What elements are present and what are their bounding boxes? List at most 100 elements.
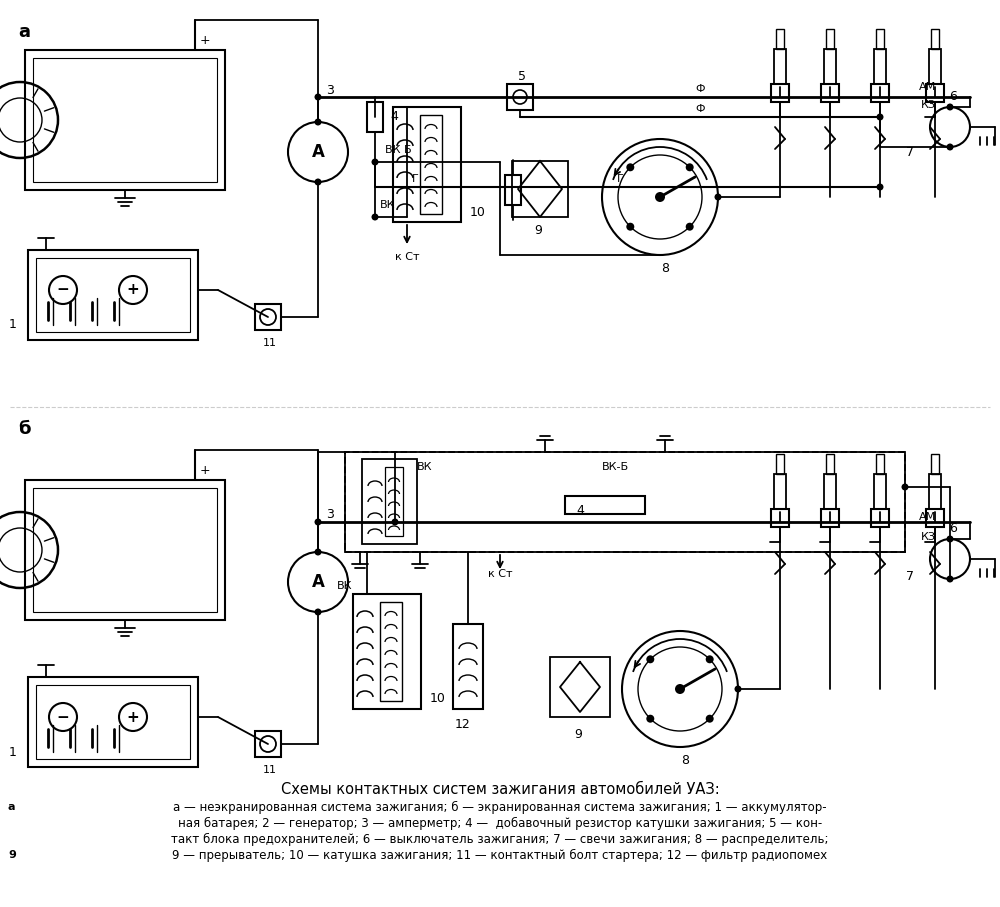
- Text: АМ: АМ: [919, 82, 937, 92]
- Circle shape: [626, 223, 634, 230]
- Bar: [345, 452, 905, 552]
- Text: 10: 10: [430, 693, 446, 706]
- Bar: [380, 602, 402, 701]
- Text: Г: Г: [412, 174, 418, 184]
- Text: ВК: ВК: [380, 200, 396, 210]
- Bar: [771, 84, 789, 102]
- Text: ВК Б: ВК Б: [385, 145, 412, 155]
- Text: 9: 9: [8, 850, 16, 860]
- Text: A: A: [312, 143, 324, 161]
- Bar: [876, 454, 884, 474]
- Text: 9 — прерыватель; 10 — катушка зажигания; 11 — контактный болт стартера; 12 — фил: 9 — прерыватель; 10 — катушка зажигания;…: [172, 848, 828, 862]
- Bar: [929, 474, 941, 509]
- Circle shape: [734, 686, 742, 693]
- Bar: [771, 509, 789, 527]
- Circle shape: [675, 684, 685, 694]
- Text: +: +: [200, 463, 211, 476]
- Bar: [926, 509, 944, 527]
- Bar: [28, 250, 198, 340]
- Text: к Ст: к Ст: [488, 569, 512, 579]
- Text: A: A: [312, 573, 324, 591]
- Bar: [367, 102, 383, 132]
- Bar: [507, 84, 533, 110]
- Text: ная батарея; 2 — генератор; 3 — амперметр; 4 —  добавочный резистор катушки зажи: ная батарея; 2 — генератор; 3 — ампермет…: [178, 816, 822, 830]
- Bar: [505, 175, 521, 205]
- Circle shape: [902, 483, 908, 491]
- Circle shape: [714, 193, 722, 200]
- Text: 7: 7: [906, 571, 914, 583]
- Bar: [774, 49, 786, 84]
- Text: 9: 9: [534, 225, 542, 238]
- Bar: [876, 29, 884, 49]
- Text: к Ст: к Ст: [395, 252, 419, 262]
- Circle shape: [876, 183, 884, 190]
- Text: −: −: [57, 709, 69, 725]
- Bar: [385, 467, 403, 536]
- Bar: [512, 161, 568, 217]
- Bar: [393, 107, 461, 222]
- Bar: [774, 474, 786, 509]
- Bar: [824, 49, 836, 84]
- Circle shape: [706, 655, 714, 663]
- Circle shape: [646, 655, 654, 663]
- Bar: [926, 84, 944, 102]
- Circle shape: [946, 535, 954, 542]
- Text: ВК: ВК: [337, 581, 353, 591]
- Circle shape: [372, 159, 378, 165]
- Circle shape: [686, 163, 694, 171]
- Text: 1: 1: [9, 318, 17, 331]
- Bar: [821, 84, 839, 102]
- Circle shape: [314, 519, 322, 525]
- Bar: [36, 258, 190, 332]
- Text: АМ: АМ: [919, 512, 937, 522]
- Text: Ф: Ф: [695, 104, 705, 114]
- Text: 12: 12: [455, 717, 471, 730]
- Bar: [874, 49, 886, 84]
- Bar: [826, 29, 834, 49]
- Bar: [33, 488, 217, 612]
- Text: а — неэкранированная система зажигания; б — экранированная система зажигания; 1 : а — неэкранированная система зажигания; …: [173, 801, 827, 814]
- Text: ВК-Б: ВК-Б: [601, 462, 629, 472]
- Circle shape: [946, 576, 954, 582]
- Bar: [453, 624, 483, 709]
- Text: б: б: [18, 420, 30, 438]
- Bar: [565, 496, 645, 514]
- Circle shape: [372, 213, 378, 220]
- Text: а: а: [8, 802, 16, 812]
- Text: 6: 6: [949, 522, 957, 535]
- Circle shape: [876, 113, 884, 121]
- Text: 4: 4: [390, 111, 398, 123]
- Text: +: +: [200, 34, 211, 46]
- Text: ВК: ВК: [417, 462, 433, 472]
- Bar: [824, 474, 836, 509]
- Bar: [776, 29, 784, 49]
- Text: 3: 3: [326, 83, 334, 96]
- Text: 9: 9: [574, 728, 582, 742]
- Bar: [25, 480, 225, 620]
- Text: 4: 4: [576, 503, 584, 516]
- Bar: [25, 50, 225, 190]
- Text: КЗ: КЗ: [920, 100, 936, 110]
- Bar: [871, 509, 889, 527]
- Text: КЗ: КЗ: [920, 532, 936, 542]
- Bar: [821, 509, 839, 527]
- Bar: [345, 452, 905, 552]
- Circle shape: [655, 192, 665, 202]
- Text: 6: 6: [949, 91, 957, 103]
- Circle shape: [314, 179, 322, 186]
- Bar: [362, 459, 417, 544]
- Text: 7: 7: [906, 145, 914, 159]
- Text: такт блока предохранителей; 6 — выключатель зажигания; 7 — свечи зажигания; 8 — : такт блока предохранителей; 6 — выключат…: [171, 833, 829, 845]
- Circle shape: [314, 93, 322, 101]
- Circle shape: [314, 119, 322, 125]
- Text: 1: 1: [9, 746, 17, 758]
- Text: −: −: [57, 282, 69, 297]
- Circle shape: [646, 715, 654, 723]
- Text: Г: Г: [617, 174, 623, 184]
- Text: +: +: [127, 709, 139, 725]
- Text: +: +: [127, 282, 139, 297]
- Bar: [550, 657, 610, 717]
- Bar: [353, 594, 421, 709]
- Text: 3: 3: [326, 508, 334, 521]
- Text: 11: 11: [263, 765, 277, 775]
